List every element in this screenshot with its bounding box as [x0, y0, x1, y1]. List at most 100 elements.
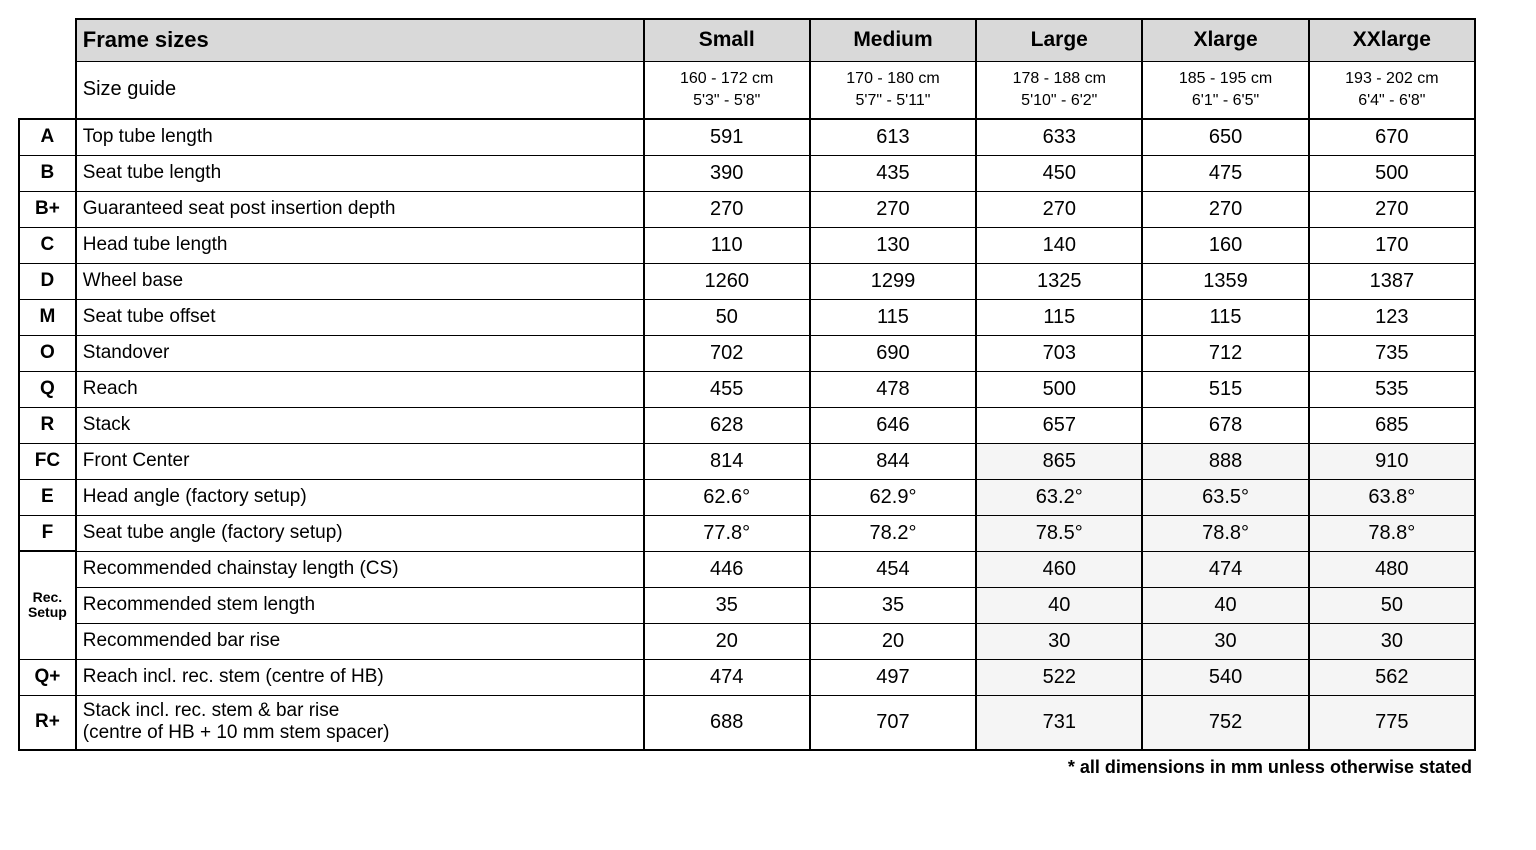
size-guide-ft: 6'4" - 6'8"	[1358, 92, 1425, 109]
row-label: Wheel base	[76, 263, 644, 299]
size-guide-xlarge: 185 - 195 cm 6'1" - 6'5"	[1142, 61, 1308, 119]
row-label: Reach incl. rec. stem (centre of HB)	[76, 659, 644, 695]
row-value: 78.8°	[1309, 515, 1475, 551]
row-value: 731	[976, 695, 1142, 750]
size-guide-medium: 170 - 180 cm 5'7" - 5'11"	[810, 61, 976, 119]
frame-sizes-heading: Frame sizes	[76, 19, 644, 61]
row-value: 775	[1309, 695, 1475, 750]
row-value: 270	[976, 191, 1142, 227]
size-guide-row: Size guide 160 - 172 cm 5'3" - 5'8" 170 …	[19, 61, 1475, 119]
row-value: 30	[976, 623, 1142, 659]
row-code: E	[19, 479, 76, 515]
row-code: R+	[19, 695, 76, 750]
row-value: 78.5°	[976, 515, 1142, 551]
row-value: 435	[810, 155, 976, 191]
size-guide-cm: 170 - 180 cm	[846, 70, 939, 87]
row-value: 35	[644, 587, 810, 623]
row-label: Stack incl. rec. stem & bar rise(centre …	[76, 695, 644, 750]
row-value: 63.5°	[1142, 479, 1308, 515]
row-value: 1260	[644, 263, 810, 299]
row-label: Head tube length	[76, 227, 644, 263]
row-code: F	[19, 515, 76, 551]
row-value: 20	[644, 623, 810, 659]
row-value: 888	[1142, 443, 1308, 479]
row-label: Recommended bar rise	[76, 623, 644, 659]
size-guide-ft: 6'1" - 6'5"	[1192, 92, 1259, 109]
table-row: MSeat tube offset50115115115123	[19, 299, 1475, 335]
row-code: B+	[19, 191, 76, 227]
size-guide-cm: 160 - 172 cm	[680, 70, 773, 87]
row-value: 515	[1142, 371, 1308, 407]
row-code: O	[19, 335, 76, 371]
row-value: 390	[644, 155, 810, 191]
row-code: R	[19, 407, 76, 443]
row-value: 1325	[976, 263, 1142, 299]
row-code: Q+	[19, 659, 76, 695]
table-row: ATop tube length591613633650670	[19, 119, 1475, 155]
table-row: Rec.SetupRecommended chainstay length (C…	[19, 551, 1475, 587]
row-label: Seat tube angle (factory setup)	[76, 515, 644, 551]
row-value: 63.2°	[976, 479, 1142, 515]
row-label: Recommended stem length	[76, 587, 644, 623]
size-col-large: Large	[976, 19, 1142, 61]
row-value: 115	[1142, 299, 1308, 335]
row-value: 62.9°	[810, 479, 976, 515]
row-value: 140	[976, 227, 1142, 263]
row-value: 30	[1309, 623, 1475, 659]
row-value: 814	[644, 443, 810, 479]
row-value: 78.8°	[1142, 515, 1308, 551]
row-value: 500	[1309, 155, 1475, 191]
row-value: 50	[644, 299, 810, 335]
row-value: 78.2°	[810, 515, 976, 551]
row-label: Head angle (factory setup)	[76, 479, 644, 515]
table-row: RStack628646657678685	[19, 407, 1475, 443]
size-guide-xxlarge: 193 - 202 cm 6'4" - 6'8"	[1309, 61, 1475, 119]
row-value: 1359	[1142, 263, 1308, 299]
row-value: 35	[810, 587, 976, 623]
row-label: Guaranteed seat post insertion depth	[76, 191, 644, 227]
row-value: 123	[1309, 299, 1475, 335]
row-code: A	[19, 119, 76, 155]
row-label: Seat tube offset	[76, 299, 644, 335]
size-col-small: Small	[644, 19, 810, 61]
size-guide-ft: 5'10" - 6'2"	[1021, 92, 1097, 109]
row-label: Top tube length	[76, 119, 644, 155]
row-value: 522	[976, 659, 1142, 695]
row-value: 115	[810, 299, 976, 335]
row-code: Q	[19, 371, 76, 407]
row-label: Seat tube length	[76, 155, 644, 191]
row-label: Recommended chainstay length (CS)	[76, 551, 644, 587]
table-row: EHead angle (factory setup)62.6°62.9°63.…	[19, 479, 1475, 515]
row-value: 844	[810, 443, 976, 479]
table-row: Recommended stem length3535404050	[19, 587, 1475, 623]
row-label: Standover	[76, 335, 644, 371]
row-code: C	[19, 227, 76, 263]
table-row: Recommended bar rise2020303030	[19, 623, 1475, 659]
blank-cell	[19, 61, 76, 119]
footnote: * all dimensions in mm unless otherwise …	[18, 751, 1476, 778]
blank-cell	[19, 19, 76, 61]
row-value: 474	[1142, 551, 1308, 587]
row-value: 865	[976, 443, 1142, 479]
row-value: 1387	[1309, 263, 1475, 299]
row-value: 110	[644, 227, 810, 263]
row-value: 62.6°	[644, 479, 810, 515]
row-code: D	[19, 263, 76, 299]
row-value: 270	[810, 191, 976, 227]
row-value: 446	[644, 551, 810, 587]
row-value: 40	[976, 587, 1142, 623]
row-value: 707	[810, 695, 976, 750]
row-value: 540	[1142, 659, 1308, 695]
row-code: M	[19, 299, 76, 335]
table-row: BSeat tube length390435450475500	[19, 155, 1475, 191]
size-col-xlarge: Xlarge	[1142, 19, 1308, 61]
row-value: 77.8°	[644, 515, 810, 551]
row-value: 752	[1142, 695, 1308, 750]
row-label: Reach	[76, 371, 644, 407]
row-value: 703	[976, 335, 1142, 371]
row-value: 270	[644, 191, 810, 227]
row-value: 646	[810, 407, 976, 443]
row-value: 633	[976, 119, 1142, 155]
row-value: 910	[1309, 443, 1475, 479]
row-code: B	[19, 155, 76, 191]
